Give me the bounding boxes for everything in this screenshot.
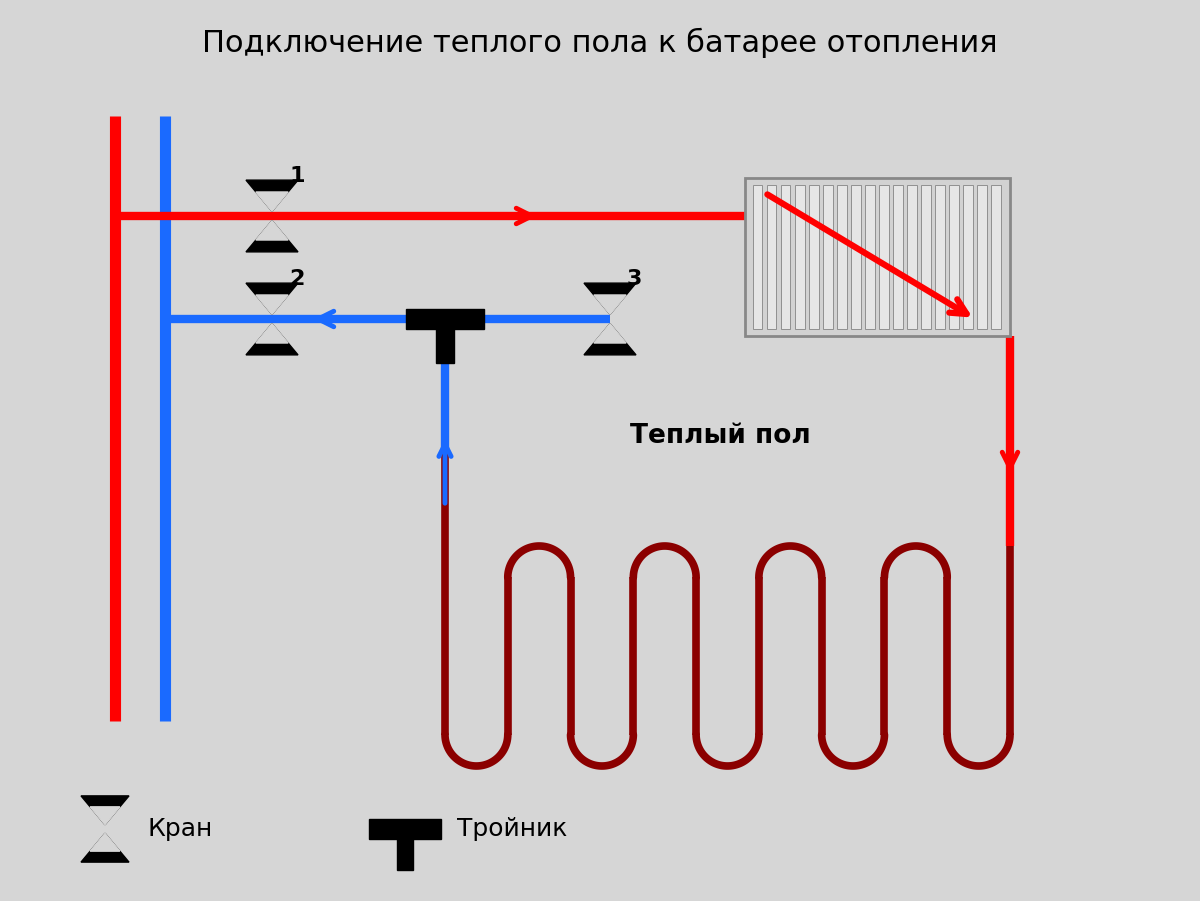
Bar [794,185,804,329]
Bar [865,185,875,329]
Bar [935,185,946,329]
Bar [823,185,833,329]
Polygon shape [90,806,120,824]
Polygon shape [256,323,288,343]
Polygon shape [584,323,636,355]
Bar [406,309,484,330]
Bar [370,819,442,839]
Polygon shape [246,323,298,355]
Bar [836,185,847,329]
Polygon shape [594,323,626,343]
Polygon shape [256,192,288,212]
Bar [964,185,973,329]
Text: Тройник: Тройник [457,817,568,841]
Text: 1: 1 [289,166,305,186]
Bar [893,185,902,329]
Polygon shape [246,180,298,212]
Polygon shape [90,833,120,851]
Text: 3: 3 [628,269,642,289]
Polygon shape [584,283,636,314]
Bar [907,185,917,329]
Bar [809,185,818,329]
Bar [745,178,1010,336]
Bar [752,185,762,329]
Text: Кран: Кран [148,817,212,841]
Bar [991,185,1001,329]
Polygon shape [594,295,626,314]
Bar [436,328,454,363]
Polygon shape [82,796,130,824]
Text: Подключение теплого пола к батарее отопления: Подключение теплого пола к батарее отопл… [202,28,998,59]
Bar [851,185,860,329]
Text: 2: 2 [289,269,305,289]
Polygon shape [256,295,288,314]
Bar [767,185,776,329]
Bar [922,185,931,329]
Bar [880,185,889,329]
Polygon shape [256,221,288,240]
Polygon shape [246,283,298,314]
Text: Теплый пол: Теплый пол [630,423,810,449]
Bar [781,185,791,329]
Bar [949,185,959,329]
Bar [396,837,413,869]
Polygon shape [82,833,130,862]
Polygon shape [246,221,298,252]
Bar [977,185,988,329]
